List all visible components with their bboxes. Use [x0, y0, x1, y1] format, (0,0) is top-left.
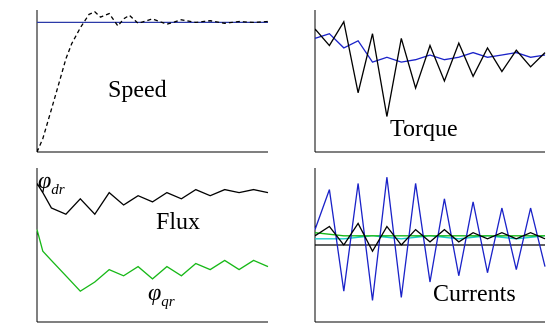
currents-series — [314, 177, 546, 301]
speed-label: Speed — [108, 77, 167, 103]
series-line-3-1 — [314, 232, 545, 237]
flux-panel: Flux φdr φqr — [36, 168, 269, 323]
series-line-1-1 — [314, 20, 546, 117]
flux-series — [36, 183, 269, 293]
series-line-3-3 — [314, 222, 546, 253]
series-line-1-0 — [314, 32, 546, 63]
series-line-2-1 — [36, 229, 269, 293]
series-line-0-1 — [36, 11, 269, 153]
flux-label: Flux — [156, 209, 200, 235]
torque-label: Torque — [390, 116, 458, 142]
speed-panel: Speed — [36, 10, 269, 153]
speed-series — [36, 11, 269, 153]
series-line-2-0 — [36, 183, 269, 216]
currents-label: Currents — [433, 281, 516, 307]
phi-dr-label: φdr — [38, 168, 65, 198]
currents-panel: Currents — [314, 168, 546, 323]
torque-panel: Torque — [314, 10, 546, 153]
torque-series — [314, 20, 546, 117]
series-line-3-2 — [314, 177, 546, 301]
phi-qr-label: φqr — [148, 280, 175, 310]
